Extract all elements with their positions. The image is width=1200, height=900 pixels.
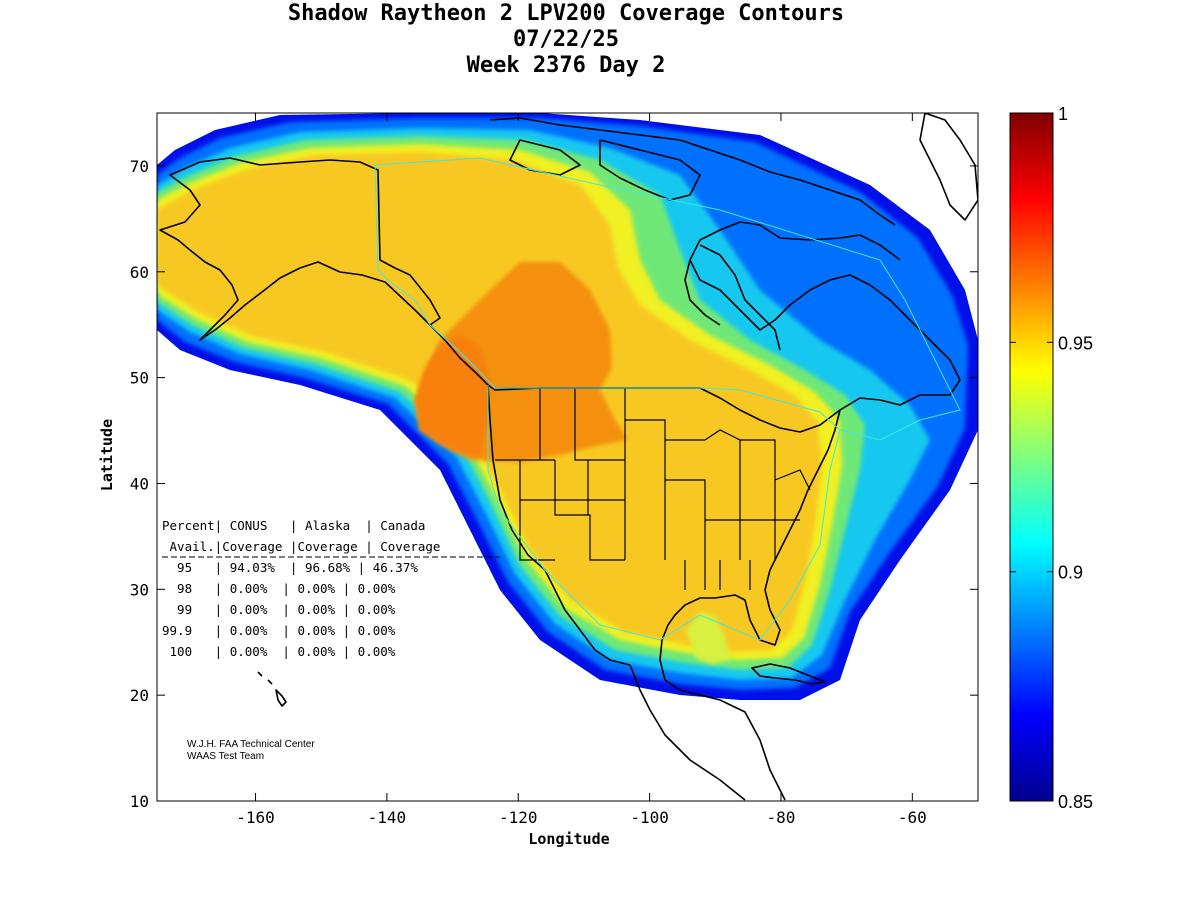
y-axis-label: Latitude — [98, 419, 116, 491]
colorbar-tick-label: 0.95 — [1058, 333, 1093, 353]
y-tick-label: 70 — [130, 157, 149, 176]
plot-frame — [156, 112, 979, 802]
colorbar — [1009, 112, 1054, 802]
y-tick-label: 20 — [130, 686, 149, 705]
band-orange-west — [415, 335, 490, 455]
colorbar-tick-label: 1 — [1058, 104, 1068, 124]
colorbar-ticks: 1 0.95 0.9 0.85 — [1010, 104, 1093, 812]
credit-line-2: WAAS Test Team — [187, 751, 264, 762]
y-tick-label: 10 — [130, 792, 149, 811]
service-region-outlines — [374, 157, 961, 641]
arctic-islands — [489, 117, 896, 226]
table-row: 95 | 94.03% | 96.68% | 46.37% — [162, 560, 418, 575]
y-tick-label: 40 — [130, 474, 149, 493]
colorbar-tick-label: 0.9 — [1058, 563, 1083, 583]
chart-title: Shadow Raytheon 2 LPV200 Coverage Contou… — [287, 1, 845, 26]
alaska-coast — [159, 157, 441, 341]
us-east-gulf-coast — [659, 409, 841, 801]
x-tick-label: -160 — [236, 808, 275, 827]
chart-date: 07/22/25 — [513, 27, 619, 52]
coverage-stats-table: Percent| CONUS | Alaska | Canada Avail.|… — [162, 518, 500, 659]
table-row: 98 | 0.00% | 0.00% | 0.00% — [162, 581, 396, 596]
table-header-1: Percent| CONUS | Alaska | Canada — [162, 518, 425, 533]
band-green-gulf — [686, 612, 730, 664]
table-header-2: Avail.|Coverage |Coverage | Coverage — [162, 539, 440, 554]
hudson-bay — [684, 244, 781, 351]
table-row: 99.9 | 0.00% | 0.00% | 0.00% — [162, 623, 396, 638]
x-ticks: -160 -140 -120 -100 -80 -60 — [236, 113, 927, 827]
table-row: 100 | 0.00% | 0.00% | 0.00% — [162, 644, 396, 659]
y-tick-label: 50 — [130, 369, 149, 388]
y-tick-label: 30 — [130, 580, 149, 599]
x-tick-label: -100 — [630, 808, 669, 827]
colorbar-tick-label: 0.85 — [1058, 792, 1093, 812]
x-tick-label: -120 — [499, 808, 538, 827]
chart-week-day: Week 2376 Day 2 — [466, 53, 666, 78]
y-tick-label: 60 — [130, 263, 149, 282]
greenland — [919, 113, 978, 221]
x-tick-label: -80 — [767, 808, 796, 827]
x-tick-label: -140 — [368, 808, 407, 827]
y-ticks: 70 60 50 40 30 20 10 — [130, 157, 978, 811]
table-row: 99 | 0.00% | 0.00% | 0.00% — [162, 602, 396, 617]
x-axis-label: Longitude — [528, 830, 609, 848]
credit-line-1: W.J.H. FAA Technical Center — [187, 739, 315, 750]
x-tick-label: -60 — [898, 808, 927, 827]
hawaii — [257, 671, 287, 707]
coastlines — [159, 113, 978, 801]
cuba — [751, 663, 826, 685]
mexico-west-coast — [629, 664, 746, 801]
